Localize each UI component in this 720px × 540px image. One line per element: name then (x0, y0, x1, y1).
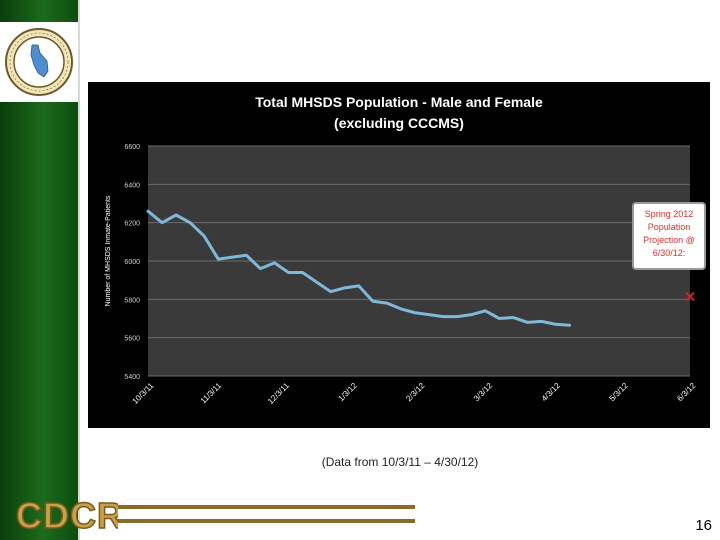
y-tick-label: 6400 (124, 182, 140, 189)
series-point (428, 313, 430, 316)
projection-callout (632, 202, 706, 270)
series-point (456, 315, 458, 318)
state-seal (0, 22, 78, 102)
seal-icon (5, 28, 73, 96)
page-number: 16 (695, 517, 712, 534)
series-point (526, 321, 529, 324)
y-axis-label: Number of MHSDS Inmate-Patients (105, 195, 112, 306)
callout-text-line: 6/30/12: (653, 248, 686, 258)
series-point (203, 235, 206, 237)
series-point (189, 221, 191, 224)
callout-text-line: Population (648, 222, 691, 232)
series-point (287, 271, 290, 274)
series-point (175, 214, 177, 216)
series-point (540, 320, 543, 323)
series-point (568, 324, 571, 327)
series-point (498, 317, 501, 320)
series-point (161, 221, 163, 224)
y-tick-label: 5600 (124, 336, 140, 343)
cdcr-logo: CDCR (15, 494, 118, 534)
series-point (301, 271, 304, 274)
series-point (484, 310, 487, 312)
series-point (231, 256, 234, 258)
x-tick-label: 10/3/11 (131, 381, 156, 406)
series-point (357, 285, 360, 287)
x-tick-label: 6/3/12 (675, 381, 697, 403)
series-point (470, 313, 472, 316)
x-tick-label: 1/3/12 (337, 381, 359, 403)
sidebar-edge (78, 0, 80, 540)
y-tick-label: 6000 (124, 259, 140, 266)
series-point (217, 258, 220, 260)
series-point (554, 323, 557, 326)
x-tick-label: 5/3/12 (608, 381, 630, 403)
data-range-caption: (Data from 10/3/11 – 4/30/12) (321, 455, 479, 469)
series-point (512, 316, 515, 319)
series-point (372, 300, 374, 303)
chart-panel: Total MHSDS Population - Male and Female… (88, 82, 710, 428)
series-point (259, 267, 262, 270)
footer-rule-top (115, 505, 415, 509)
series-point (400, 308, 402, 310)
y-tick-label: 5400 (124, 374, 140, 381)
callout-text-line: Spring 2012 (645, 209, 694, 219)
callout-text-line: Projection @ (643, 235, 695, 245)
population-line-chart: Total MHSDS Population - Male and Female… (105, 94, 706, 406)
x-tick-label: 2/3/12 (404, 381, 426, 403)
cdcr-logo-text: CDCR (16, 495, 118, 534)
y-tick-label: 6600 (124, 144, 140, 151)
footer-rule (115, 505, 415, 525)
series-point (273, 262, 276, 264)
series-point (329, 290, 332, 293)
series-point (245, 254, 248, 257)
footer-rule-bottom (115, 519, 415, 523)
series-point (442, 315, 444, 318)
x-tick-label: 11/3/11 (199, 381, 224, 406)
x-tick-label: 3/3/12 (472, 381, 494, 403)
projection-marker: × (683, 287, 696, 306)
y-tick-label: 5800 (124, 297, 140, 304)
chart-subtitle: (excluding CCCMS) (334, 115, 464, 131)
series-point (343, 287, 346, 289)
x-tick-label: 4/3/12 (540, 381, 562, 403)
series-point (315, 281, 318, 283)
x-tick-label: 12/3/11 (266, 381, 291, 406)
y-tick-label: 6200 (124, 221, 140, 228)
series-point (147, 210, 149, 212)
series-point (386, 302, 388, 304)
series-point (414, 311, 416, 314)
chart-title: Total MHSDS Population - Male and Female (255, 94, 543, 110)
